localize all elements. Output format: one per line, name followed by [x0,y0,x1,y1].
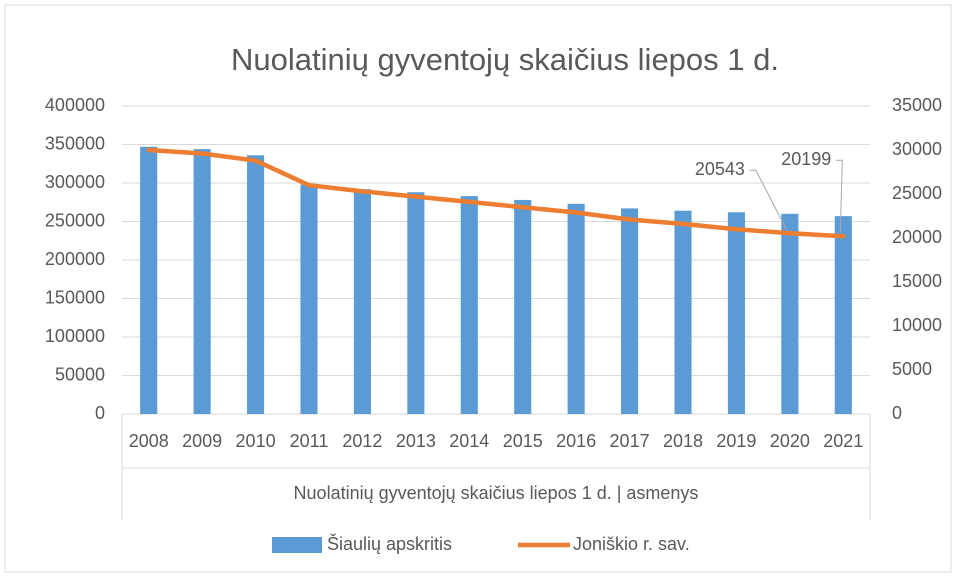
y2-tick-label: 15000 [892,271,942,291]
chart-title: Nuolatinių gyventojų skaičius liepos 1 d… [231,42,779,77]
x-tick-label: 2009 [182,431,222,451]
y-tick-label: 250000 [45,210,105,230]
bar [834,216,852,414]
bar [674,210,692,414]
bar [621,208,639,414]
y-tick-label: 200000 [45,249,105,269]
bar [353,189,371,414]
x-tick-label: 2011 [290,431,329,451]
y-tick-label: 400000 [45,95,105,115]
y2-tick-label: 30000 [892,139,942,159]
y-tick-label: 50000 [55,364,105,384]
x-tick-label: 2017 [610,431,650,451]
y-tick-label: 100000 [45,326,105,346]
y-tick-label: 300000 [45,172,105,192]
bar [193,149,211,414]
y2-tick-label: 20000 [892,227,942,247]
legend-label: Joniškio r. sav. [573,534,690,554]
x-tick-label: 2014 [449,431,489,451]
x-axis-title: Nuolatinių gyventojų skaičius liepos 1 d… [294,483,699,503]
y2-tick-label: 10000 [892,315,942,335]
y2-tick-label: 5000 [892,359,932,379]
x-tick-label: 2012 [342,431,382,451]
y-tick-label: 150000 [45,287,105,307]
y-tick-label: 0 [95,403,105,423]
legend-swatch [272,537,322,553]
y2-tick-label: 0 [892,403,902,423]
bar [460,196,478,414]
leader-line [749,169,788,231]
x-tick-label: 2019 [716,431,756,451]
leader-line [836,159,843,234]
line [146,147,846,239]
y-tick-label: 350000 [45,133,105,153]
legend-label: Šiaulių apskritis [327,533,452,554]
bar [407,192,425,414]
x-tick-label: 2015 [503,431,543,451]
data-label: 20543 [695,159,745,179]
y2-tick-label: 25000 [892,183,942,203]
bar [727,212,745,414]
bar [781,213,799,414]
x-tick-label: 2016 [556,431,596,451]
x-tick-label: 2018 [663,431,703,451]
x-tick-label: 2013 [396,431,436,451]
x-tick-label: 2008 [129,431,169,451]
bar [300,184,318,414]
x-tick-label: 2021 [823,431,863,451]
bar [140,146,158,414]
bar [247,155,265,414]
data-label: 20199 [781,149,831,169]
bar [514,199,532,414]
bar [567,203,585,414]
x-tick-label: 2020 [770,431,810,451]
x-tick-label: 2010 [236,431,276,451]
y2-tick-label: 35000 [892,95,942,115]
